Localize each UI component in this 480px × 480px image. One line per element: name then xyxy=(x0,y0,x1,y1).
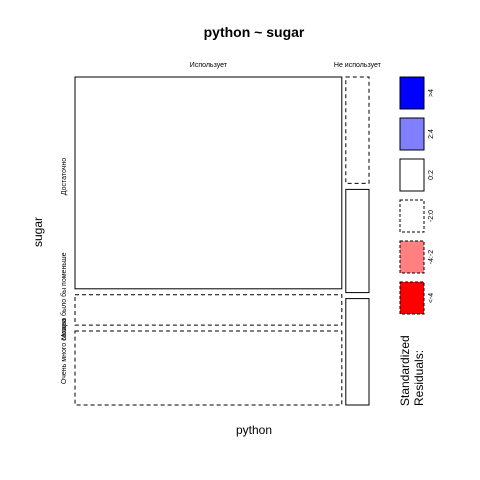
legend-swatch-1 xyxy=(399,76,425,110)
legend-swatch-4 xyxy=(399,199,425,233)
y-category-label-1: Достаточно xyxy=(61,158,68,195)
mosaic-cell-2-2 xyxy=(345,188,370,294)
x-category-label-1: Использует xyxy=(190,62,228,69)
legend-title-line-2: Residuals: xyxy=(412,350,426,406)
x-axis-label: python xyxy=(236,423,272,437)
residuals-legend: >4 2:4 0:2 -2:0 -4:-2 <-4 xyxy=(399,76,435,315)
legend-label-5: -4:-2 xyxy=(428,250,435,265)
mosaic-cell-2-1 xyxy=(345,76,370,184)
y-axis-label: sugar xyxy=(31,217,45,247)
legend-label-3: 0:2 xyxy=(428,170,435,180)
x-category-label-2: Не использует xyxy=(334,62,382,69)
legend-title-line-1: Standardized xyxy=(398,335,412,406)
mosaic-cell-1-1 xyxy=(74,76,343,290)
legend-swatch-5 xyxy=(399,240,425,274)
legend-label-1: >4 xyxy=(428,89,435,97)
mosaic-cell-1-3 xyxy=(74,330,343,406)
x-category-labels: Использует Не использует xyxy=(190,62,382,69)
legend-swatch-3 xyxy=(399,158,425,192)
y-category-label-2: Можно было бы поменьше xyxy=(60,252,68,340)
legend-label-6: <-4 xyxy=(428,293,435,303)
legend-label-4: -2:0 xyxy=(428,210,435,222)
mosaic-cells xyxy=(74,76,370,406)
legend-swatch-2 xyxy=(399,117,425,151)
legend-label-2: 2:4 xyxy=(428,129,435,139)
mosaic-cell-2-3 xyxy=(345,298,370,406)
mosaic-cell-1-2 xyxy=(74,294,343,326)
legend-swatch-6 xyxy=(399,281,425,315)
y-category-label-3: Очень много сахара xyxy=(61,318,68,384)
chart-title: python ~ sugar xyxy=(204,24,305,40)
